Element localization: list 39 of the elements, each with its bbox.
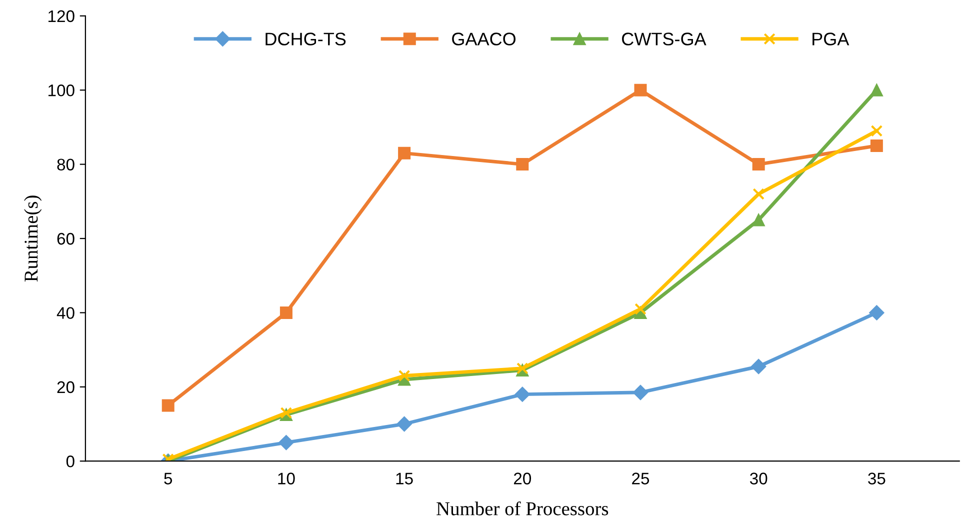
point xyxy=(632,384,648,400)
x-tick-label: 35 xyxy=(868,472,886,484)
point xyxy=(870,125,883,137)
point xyxy=(162,399,174,412)
y-tick-label: 40 xyxy=(56,307,74,319)
point xyxy=(870,140,883,152)
point xyxy=(870,84,883,96)
point xyxy=(278,434,294,450)
y-tick-label: 60 xyxy=(57,232,74,245)
point xyxy=(752,214,765,226)
y-tick-label: 20 xyxy=(57,381,74,394)
x-tick-label: 10 xyxy=(278,472,295,484)
y-tick-label: 100 xyxy=(48,84,74,96)
x-tick-label: 15 xyxy=(396,472,413,484)
point xyxy=(398,370,410,382)
y-tick-label: 0 xyxy=(66,456,74,468)
x-tick-label: 5 xyxy=(164,472,172,484)
y-tick-label: 120 xyxy=(48,10,74,22)
point xyxy=(516,158,529,171)
legend-label: PGA xyxy=(812,32,850,46)
point xyxy=(869,305,884,320)
point xyxy=(752,158,765,171)
point xyxy=(398,146,411,160)
x-axis-title: Number of Processors xyxy=(436,501,608,516)
point xyxy=(514,386,530,402)
y-tick-label: 80 xyxy=(57,158,74,171)
point xyxy=(280,306,292,319)
x-tick-label: 25 xyxy=(632,472,650,484)
legend-label: CWTS-GA xyxy=(622,32,706,46)
x-tick-label: 30 xyxy=(750,472,768,484)
point xyxy=(751,358,766,374)
y-axis-title: Runtime(s) xyxy=(24,196,42,282)
legend-label: GAACO xyxy=(452,32,516,46)
point xyxy=(634,84,647,96)
point xyxy=(396,416,412,432)
legend-label: DCHG-TS xyxy=(266,32,346,46)
point xyxy=(752,188,764,200)
point xyxy=(634,303,646,315)
x-tick-label: 20 xyxy=(514,472,532,484)
